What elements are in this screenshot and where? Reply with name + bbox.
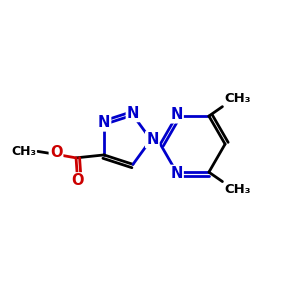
- Text: CH₃: CH₃: [224, 183, 250, 196]
- Text: CH₃: CH₃: [11, 145, 36, 158]
- Text: N: N: [146, 132, 158, 147]
- Text: N: N: [170, 107, 183, 122]
- Text: N: N: [98, 116, 110, 130]
- Text: CH₃: CH₃: [224, 92, 250, 105]
- Text: O: O: [50, 146, 62, 160]
- Text: O: O: [71, 173, 84, 188]
- Text: N: N: [170, 166, 183, 181]
- Text: N: N: [127, 106, 139, 121]
